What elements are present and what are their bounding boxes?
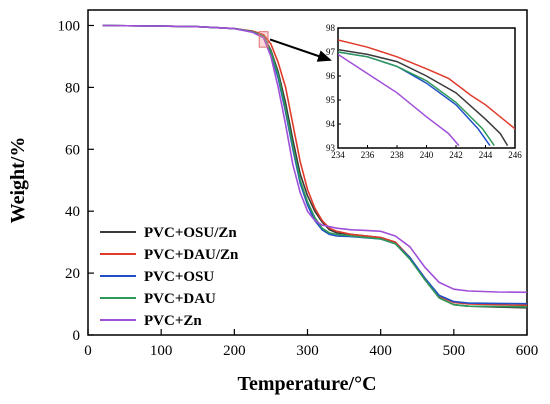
series-line-pvc-zn <box>102 24 528 294</box>
y-tick-label: 40 <box>65 204 80 220</box>
x-tick-label: 300 <box>296 343 319 359</box>
inset-y-tick-label: 93 <box>326 143 336 153</box>
legend-label: PVC+DAU <box>144 291 216 307</box>
inset-series-line-pvc-dau-zn <box>338 39 515 130</box>
inset-chart: 234 236 238 240 242 244 246 93 94 95 96 97 98 <box>326 23 522 160</box>
x-tick-label: 400 <box>369 343 392 359</box>
main-plot-area <box>102 24 528 309</box>
legend: PVC+OSU/Zn PVC+DAU/Zn PVC+OSU PVC+DAU PVC+Zn <box>100 225 239 329</box>
inset-x-tick-label: 246 <box>508 150 522 160</box>
y-tick-label: 60 <box>65 142 80 158</box>
inset-y-tick-label: 94 <box>326 119 336 129</box>
inset-x-tick-label: 244 <box>479 150 493 160</box>
y-tick-label: 80 <box>65 80 80 96</box>
y-tick-label: 0 <box>73 328 81 344</box>
x-tick-label: 500 <box>443 343 466 359</box>
legend-label: PVC+Zn <box>144 313 202 329</box>
x-tick-label: 200 <box>223 343 246 359</box>
inset-y-tick-label: 98 <box>326 23 336 33</box>
x-tick-label: 100 <box>150 343 173 359</box>
inset-x-tick-label: 242 <box>449 150 463 160</box>
zoom-region-box <box>258 31 332 62</box>
main-axes: 0 100 200 300 400 500 600 0 20 40 60 80 100 <box>58 9 539 359</box>
inset-x-tick-label: 240 <box>420 150 434 160</box>
x-axis-title: Temperature/°C <box>237 373 376 395</box>
y-tick-label: 20 <box>65 266 80 282</box>
inset-y-tick-label: 97 <box>326 47 336 57</box>
inset-frame <box>337 27 516 149</box>
legend-label: PVC+OSU <box>144 269 214 285</box>
x-tick-label: 0 <box>84 343 92 359</box>
inset-y-tick-label: 96 <box>326 71 336 81</box>
inset-y-tick-label: 95 <box>326 95 336 105</box>
inset-x-tick-label: 234 <box>331 150 345 160</box>
legend-label: PVC+OSU/Zn <box>144 225 237 241</box>
zoom-arrow <box>269 38 332 62</box>
inset-x-tick-label: 236 <box>361 150 375 160</box>
inset-series-line-pvc-zn <box>338 53 460 147</box>
x-tick-label: 600 <box>516 343 539 359</box>
y-tick-label: 100 <box>58 18 81 34</box>
y-axis-title: Weight/% <box>7 137 29 224</box>
inset-x-tick-label: 238 <box>390 150 404 160</box>
zoom-marker <box>258 31 269 48</box>
inset-series-line-pvc-osu-zn <box>338 48 509 146</box>
legend-label: PVC+DAU/Zn <box>144 247 239 263</box>
inset-series-line-pvc-dau <box>338 51 495 147</box>
